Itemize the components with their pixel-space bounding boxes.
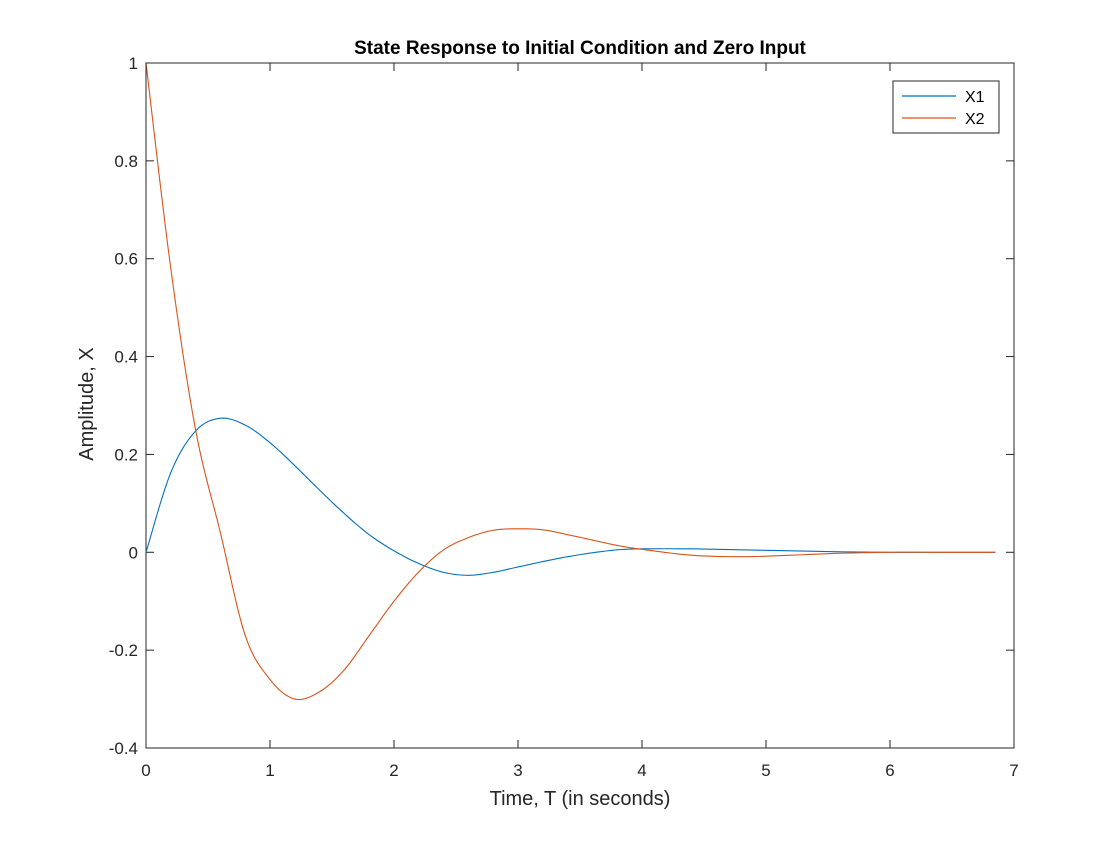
y-axis-label: Amplitude, X [76, 347, 98, 460]
x-tick-label: 6 [885, 761, 894, 780]
axis-ticks: 0 1 2 3 4 5 6 7 -0.4 -0.2 0 0.2 0.4 0.6 0.8 1 [109, 54, 1019, 780]
x-tick-label: 4 [637, 761, 646, 780]
x-tick-label: 2 [389, 761, 398, 780]
y-tick-label: 0.4 [114, 348, 138, 367]
axes-box [145, 62, 1015, 749]
legend-label-x1: X1 [965, 89, 985, 106]
series-line-x2 [145, 62, 996, 701]
x-tick-label: 1 [265, 761, 274, 780]
y-tick-label: 0.2 [114, 445, 138, 464]
legend-label-x2: X2 [965, 111, 985, 128]
y-tick-label: 0.6 [114, 250, 138, 269]
y-tick-label: -0.4 [109, 739, 138, 758]
legend: X1 X2 [892, 80, 1000, 134]
legend-box [892, 80, 1000, 134]
y-tick-label: 0.8 [114, 152, 138, 171]
series-line-x1 [145, 417, 996, 576]
y-tick-label: 0 [129, 543, 138, 562]
y-tick-label: -0.2 [109, 641, 138, 660]
plot-area [145, 62, 1015, 749]
x-tick-label: 5 [761, 761, 770, 780]
x-tick-label: 0 [141, 761, 150, 780]
x-tick-label: 7 [1009, 761, 1018, 780]
x-tick-label: 3 [513, 761, 522, 780]
chart-title: State Response to Initial Condition and … [354, 38, 806, 59]
y-tick-label: 1 [129, 54, 138, 73]
x-axis-label: Time, T (in seconds) [490, 788, 671, 810]
